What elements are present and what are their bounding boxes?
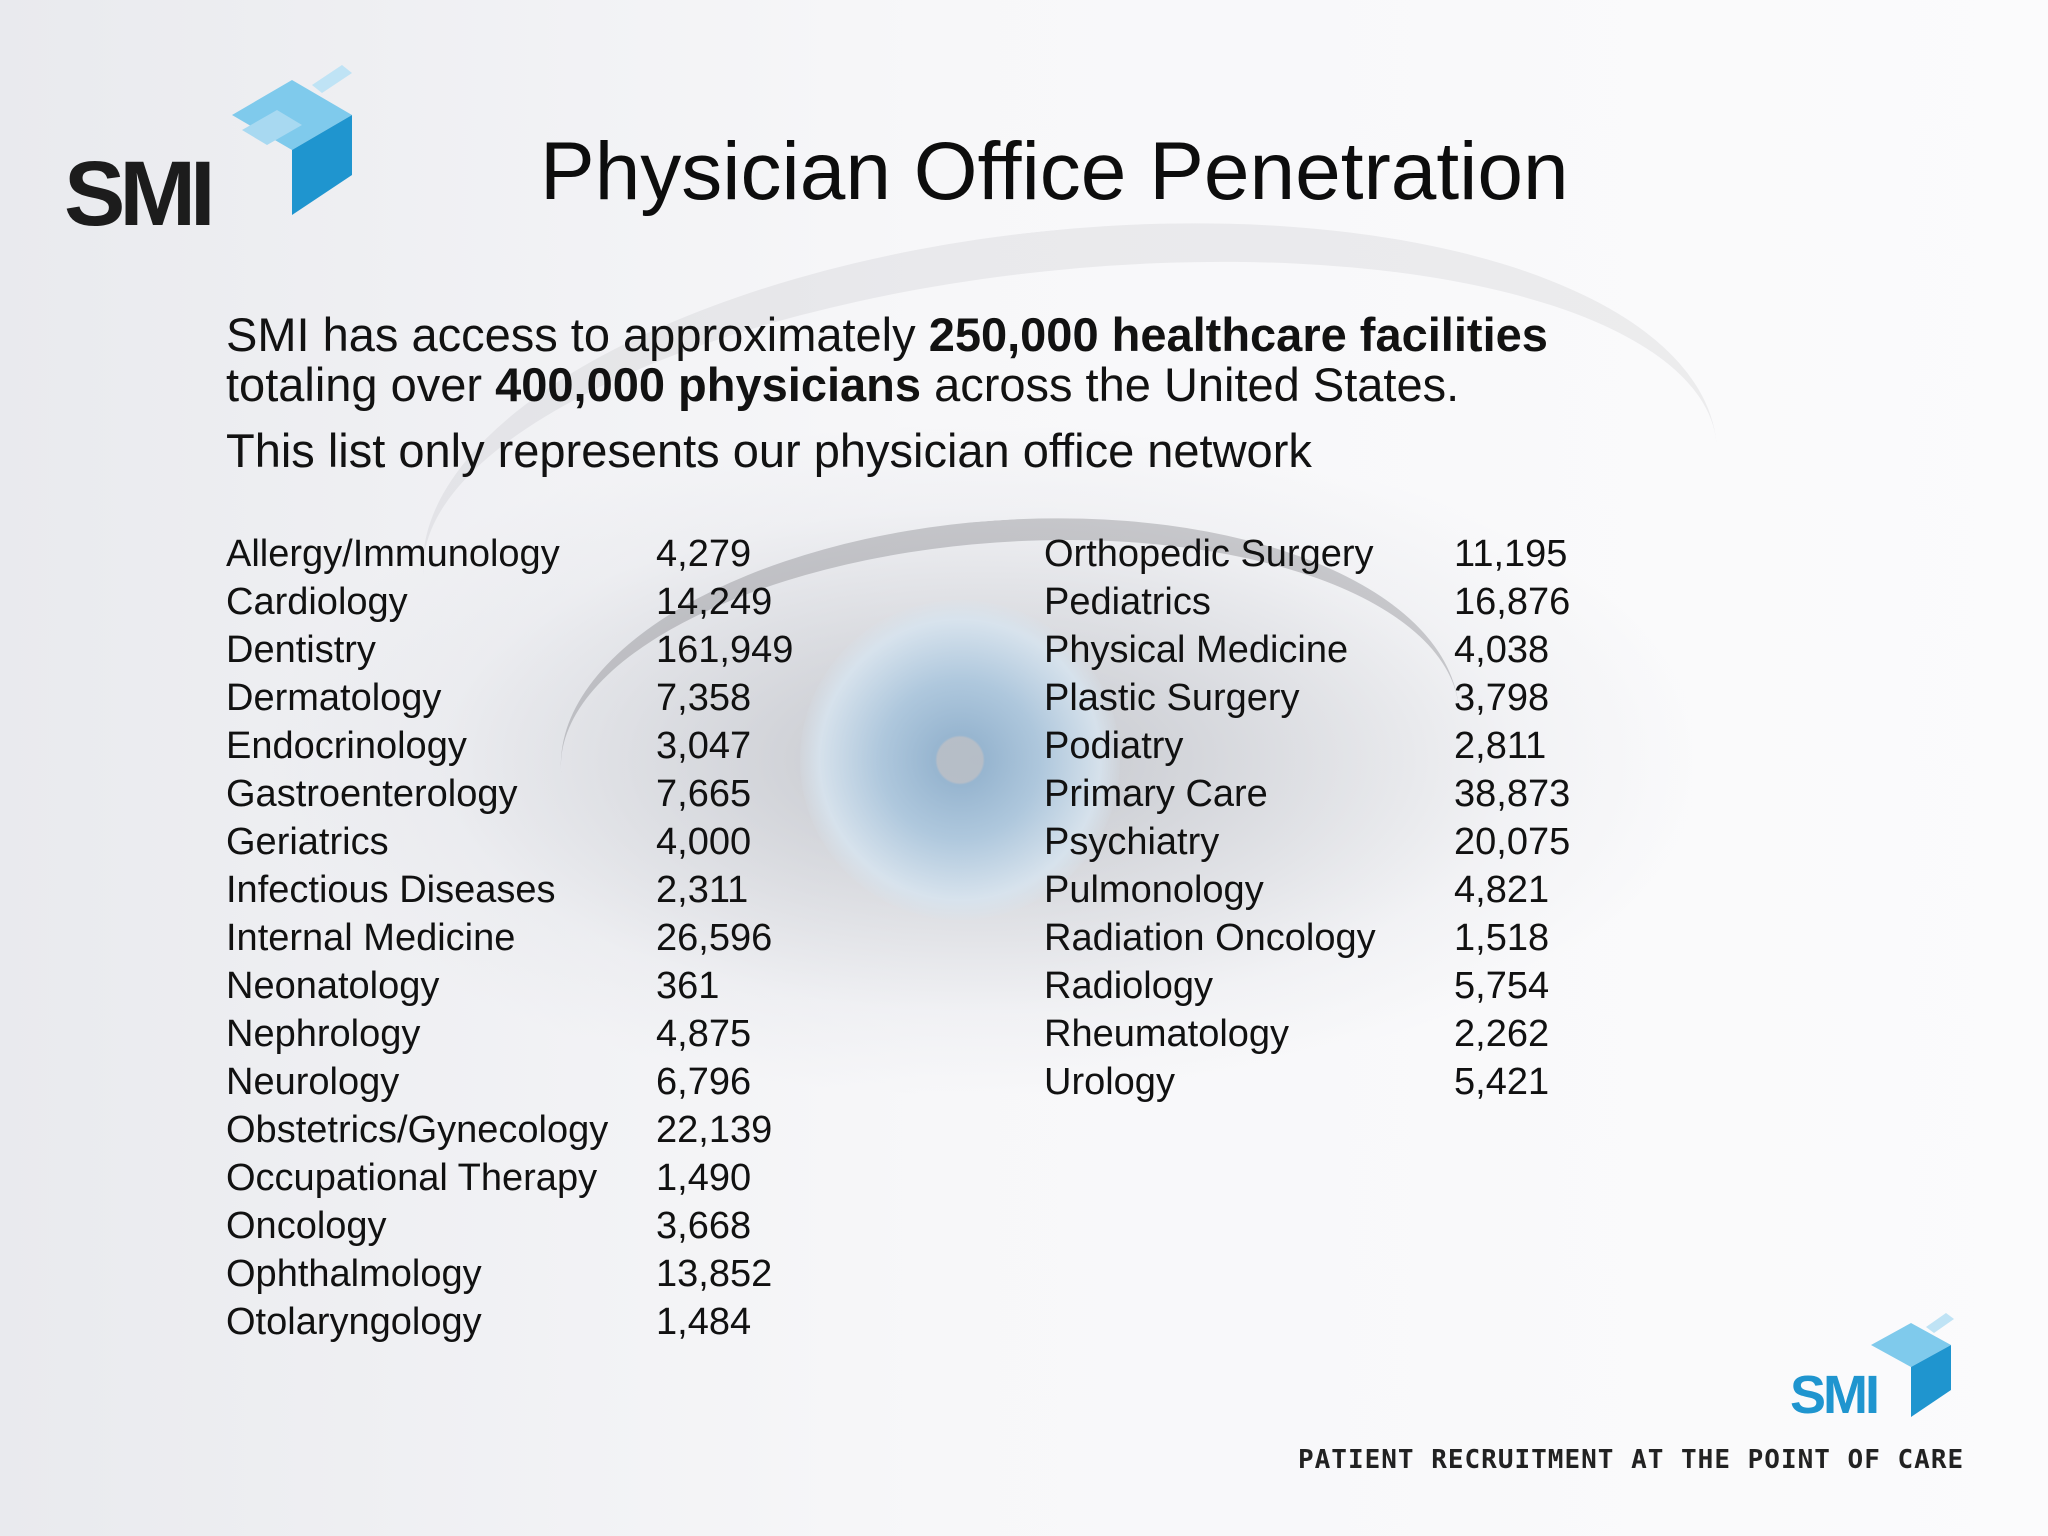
specialty-name: Rheumatology <box>1044 1013 1290 1055</box>
intro-text-1: SMI has access to approximately <box>226 308 929 361</box>
specialty-count: 7,665 <box>656 773 752 815</box>
specialty-count: 5,754 <box>1454 965 1550 1007</box>
specialty-name: Orthopedic Surgery <box>1044 533 1374 575</box>
specialty-count: 14,249 <box>656 581 773 623</box>
specialty-name: Neurology <box>226 1061 400 1103</box>
intro-paragraph: SMI has access to approximately 250,000 … <box>226 310 1786 410</box>
specialty-count: 11,195 <box>1454 533 1568 575</box>
specialty-name: Occupational Therapy <box>226 1157 598 1199</box>
specialty-count: 3,668 <box>656 1205 752 1247</box>
specialty-count: 1,490 <box>656 1157 752 1199</box>
specialty-name: Otolaryngology <box>226 1301 482 1343</box>
specialty-count: 1,484 <box>656 1301 752 1343</box>
specialty-count: 1,518 <box>1454 917 1550 959</box>
smi-logo-text: SMI <box>64 143 210 245</box>
iris-shape <box>800 600 1120 920</box>
specialty-name: Obstetrics/Gynecology <box>226 1109 609 1151</box>
smi-logo-bottom: SMI <box>1790 1313 1954 1425</box>
specialty-count: 7,358 <box>656 677 752 719</box>
intro-facilities-highlight: 250,000 healthcare facilities <box>928 308 1548 361</box>
specialty-name: Psychiatry <box>1044 821 1220 863</box>
specialty-count: 3,047 <box>656 725 752 767</box>
specialty-count: 22,139 <box>656 1109 773 1151</box>
smi-logo-top: SMI <box>64 65 352 245</box>
smi-logo-bottom-text: SMI <box>1790 1365 1877 1425</box>
specialty-name: Primary Care <box>1044 773 1268 815</box>
tagline: PATIENT RECRUITMENT AT THE POINT OF CARE <box>1298 1445 1965 1475</box>
specialty-name: Pediatrics <box>1044 581 1211 623</box>
specialty-name: Radiology <box>1044 965 1213 1007</box>
specialty-count: 3,798 <box>1454 677 1550 719</box>
specialty-count: 13,852 <box>656 1253 773 1295</box>
specialty-count: 6,796 <box>656 1061 752 1103</box>
specialty-name: Plastic Surgery <box>1044 677 1300 719</box>
specialty-name: Internal Medicine <box>226 917 516 959</box>
specialty-count: 161,949 <box>656 629 794 671</box>
specialty-count: 4,279 <box>656 533 752 575</box>
specialty-count: 26,596 <box>656 917 773 959</box>
specialty-name: Endocrinology <box>226 725 467 767</box>
specialty-count: 4,038 <box>1454 629 1550 671</box>
specialty-name: Oncology <box>226 1205 387 1247</box>
intro-text-3: across the United States. <box>921 358 1460 411</box>
specialty-name: Neonatology <box>226 965 440 1007</box>
specialty-count: 20,075 <box>1454 821 1571 863</box>
specialty-count: 4,000 <box>656 821 752 863</box>
specialty-name: Ophthalmology <box>226 1253 482 1295</box>
specialty-count: 2,811 <box>1454 725 1547 767</box>
specialty-name: Podiatry <box>1044 725 1184 767</box>
specialty-count: 5,421 <box>1454 1061 1550 1103</box>
specialty-name: Infectious Diseases <box>226 869 556 911</box>
specialty-name: Pulmonology <box>1044 869 1264 911</box>
specialty-count: 2,262 <box>1454 1013 1550 1055</box>
specialty-name: Urology <box>1044 1061 1175 1103</box>
page-title: Physician Office Penetration <box>540 126 1569 217</box>
specialty-name: Physical Medicine <box>1044 629 1349 671</box>
specialty-count: 4,821 <box>1454 869 1550 911</box>
specialty-count: 38,873 <box>1454 773 1571 815</box>
specialty-count: 361 <box>656 965 720 1007</box>
specialty-name: Radiation Oncology <box>1044 917 1376 959</box>
intro-text-2: totaling over <box>226 358 496 411</box>
specialty-count: 16,876 <box>1454 581 1571 623</box>
specialty-name: Geriatrics <box>226 821 389 863</box>
specialty-name: Dentistry <box>226 629 376 671</box>
specialty-count: 4,875 <box>656 1013 752 1055</box>
specialty-name: Nephrology <box>226 1013 421 1055</box>
specialty-count: 2,311 <box>656 869 749 911</box>
intro-physicians-highlight: 400,000 physicians <box>495 358 922 411</box>
specialty-name: Dermatology <box>226 677 442 719</box>
network-subtitle: This list only represents our physician … <box>226 424 1312 477</box>
specialty-name: Gastroenterology <box>226 773 518 815</box>
specialty-name: Allergy/Immunology <box>226 533 560 575</box>
specialty-name: Cardiology <box>226 581 408 623</box>
